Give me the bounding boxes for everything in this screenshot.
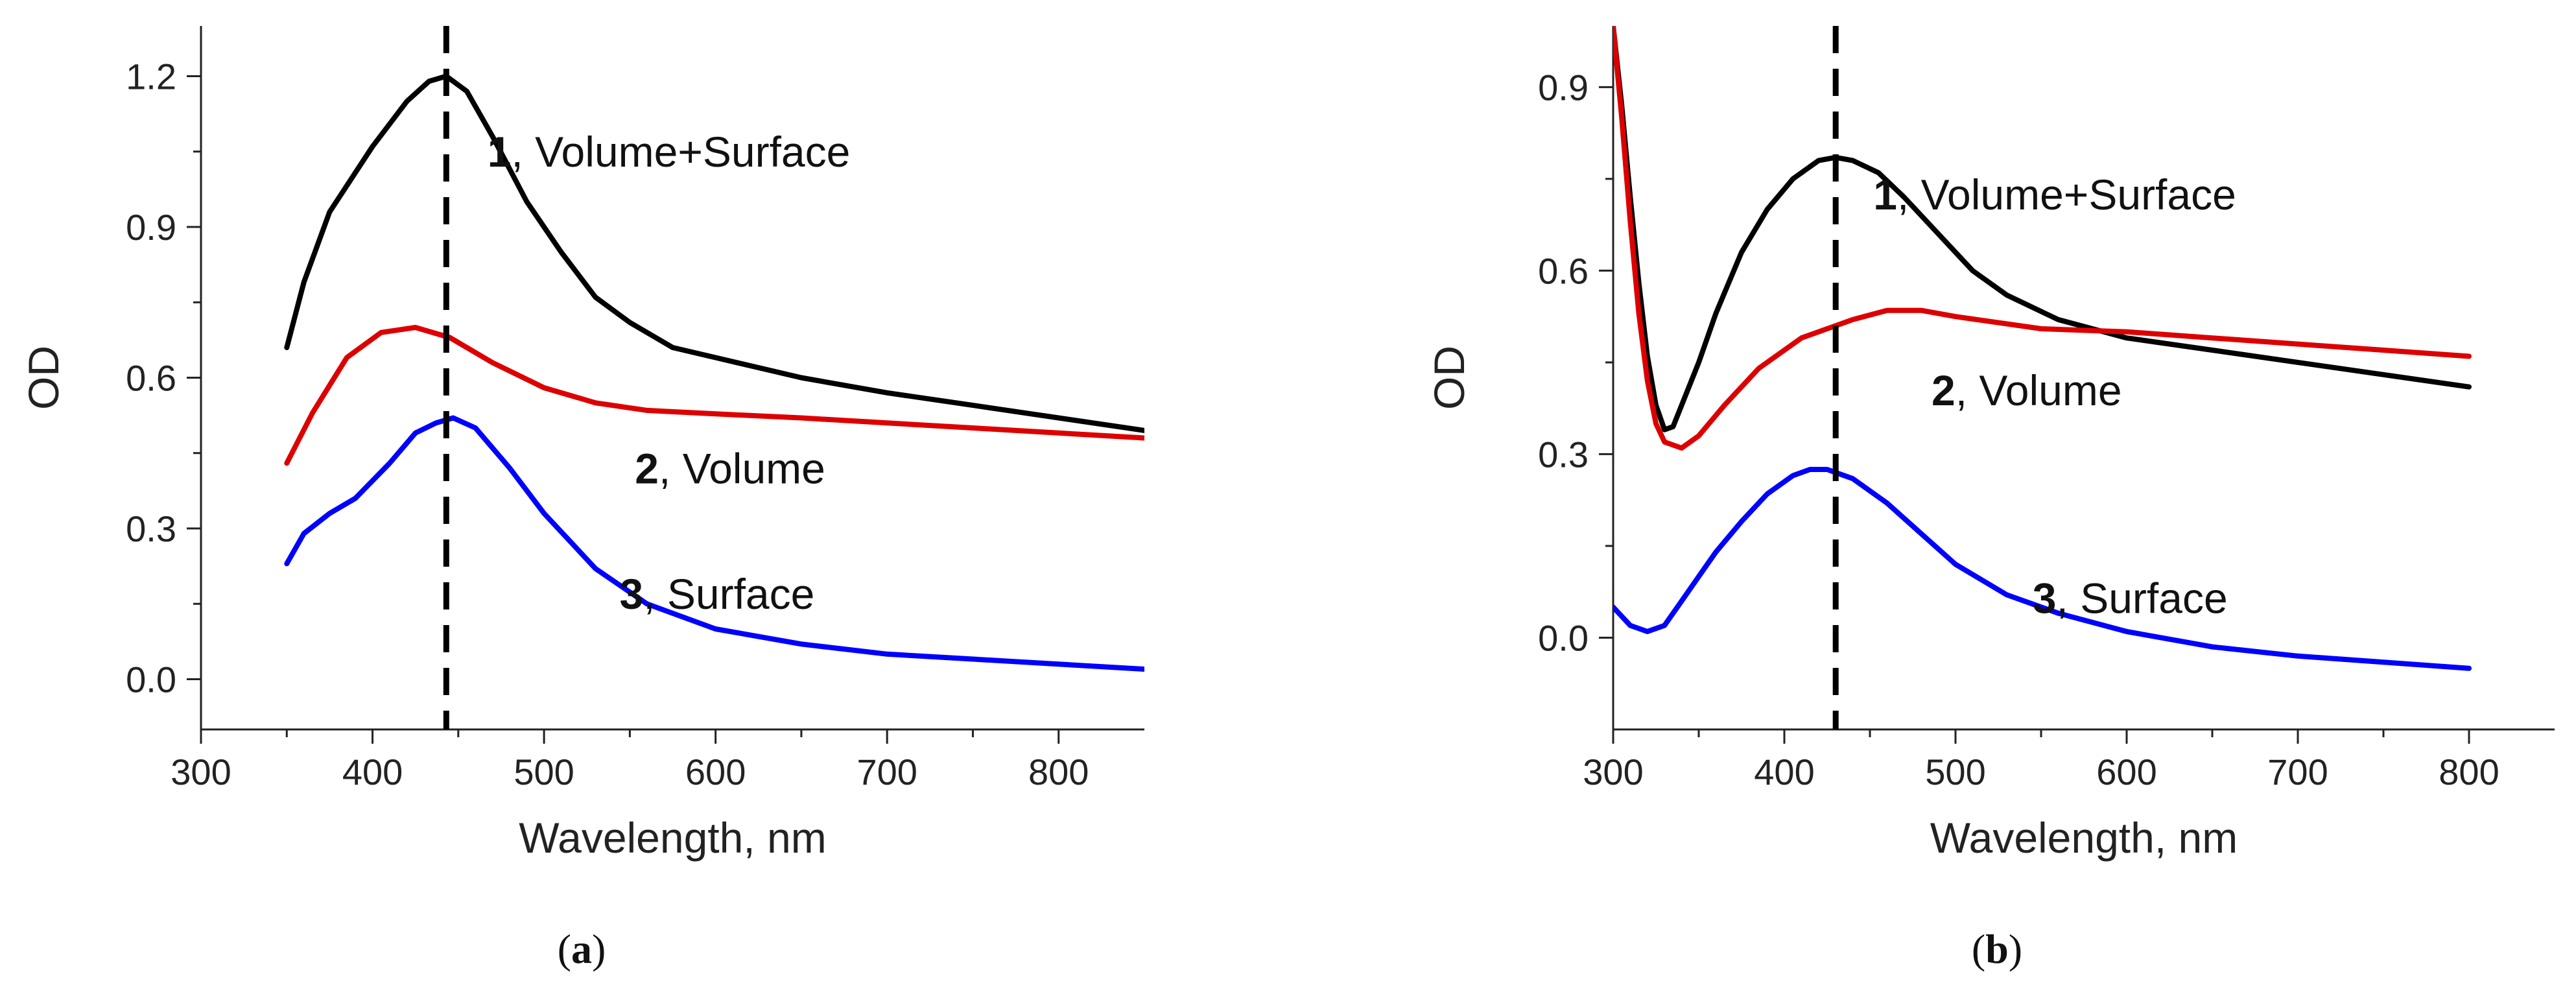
chart-b-series-3-number: 3 <box>2033 574 2057 622</box>
chart-b-series-2-text: , Volume <box>1956 366 2122 414</box>
chart-b-x-tick-label: 800 <box>2439 751 2499 792</box>
chart-a-series-1-number: 1 <box>488 128 512 176</box>
chart-a-x-axis-title: Wavelength, nm <box>519 814 826 862</box>
chart-a-x-tick-label: 800 <box>1028 751 1089 792</box>
chart-b-series-3-line <box>1613 467 2472 671</box>
chart-b-x-tick-label: 700 <box>2267 751 2328 792</box>
chart-a-series-2-label: 2, Volume <box>635 444 825 492</box>
chart-b-series-2-number: 2 <box>1932 366 1956 414</box>
chart-a-y-tick-label: 0.6 <box>126 358 176 399</box>
chart-b-x-tick-label: 600 <box>2096 751 2157 792</box>
panel-a-caption: (a) <box>558 926 606 972</box>
chart-a-y-tick-label: 0.0 <box>126 659 176 700</box>
chart-b-y-tick-label: 0.3 <box>1538 434 1589 475</box>
chart-a-series-3-label: 3, Surface <box>619 570 814 618</box>
chart-b-y-tick-label: 0.6 <box>1538 250 1589 291</box>
chart-b-series-1-label: 1, Volume+Surface <box>1873 171 2236 219</box>
panel-b-caption-letter: b <box>1985 926 2009 972</box>
chart-b-x-tick-label: 300 <box>1583 751 1643 792</box>
panel-b-caption: (b) <box>1972 926 2022 972</box>
chart-a-series-3-line <box>284 415 1144 672</box>
chart-b-y-axis-title: OD <box>1425 346 1473 410</box>
panel-b: 300 400 500 600 700 800 0.0 0.3 0.6 0.9 Wavelength… <box>1425 26 2555 862</box>
chart-a-series-2-number: 2 <box>635 444 659 492</box>
panel-a: 300 400 500 600 700 800 0.0 0.3 0.6 0.9 1.2 Wavelen… <box>19 26 1144 862</box>
chart-b-series-3-label: 3, Surface <box>2033 574 2228 622</box>
chart-a-series-3-number: 3 <box>619 570 643 618</box>
chart-a-x-tick-label: 700 <box>857 751 917 792</box>
chart-a-y-tick-label: 0.3 <box>126 508 176 549</box>
chart-a-x-tick-label: 300 <box>171 751 231 792</box>
chart-b-series-1-number: 1 <box>1873 171 1897 219</box>
chart-b-series-2-label: 2, Volume <box>1932 366 2122 414</box>
chart-a-x-tick-label: 500 <box>514 751 574 792</box>
chart-a-series-2-text: , Volume <box>659 444 825 492</box>
chart-a-y-tick-label: 1.2 <box>126 56 176 97</box>
chart-b-x-tick-label: 500 <box>1925 751 1985 792</box>
chart-a-series-1-text: , Volume+Surface <box>512 128 851 176</box>
panel-a-caption-letter: a <box>571 926 592 972</box>
chart-a-x-tick-label: 600 <box>685 751 746 792</box>
chart-b-series-2-line <box>1613 26 2472 451</box>
chart-b-series-1-text: , Volume+Surface <box>1897 171 2236 219</box>
chart-b-y-tick-label: 0.9 <box>1538 67 1589 108</box>
chart-a-series-1-label: 1, Volume+Surface <box>488 128 851 176</box>
chart-b-x-tick-label: 400 <box>1754 751 1814 792</box>
chart-a-y-axis-title: OD <box>19 346 67 410</box>
chart-a-series-3-text: , Surface <box>643 570 814 618</box>
chart-a-series-2-line <box>284 325 1144 466</box>
chart-a-x-tick-label: 400 <box>342 751 403 792</box>
chart-b-series-3-text: , Surface <box>2057 574 2228 622</box>
chart-a-y-tick-label: 0.9 <box>126 207 176 248</box>
chart-a-series-1-line <box>284 73 1144 433</box>
chart-b-x-axis-title: Wavelength, nm <box>1930 814 2238 862</box>
chart-b-y-tick-label: 0.0 <box>1538 617 1589 658</box>
